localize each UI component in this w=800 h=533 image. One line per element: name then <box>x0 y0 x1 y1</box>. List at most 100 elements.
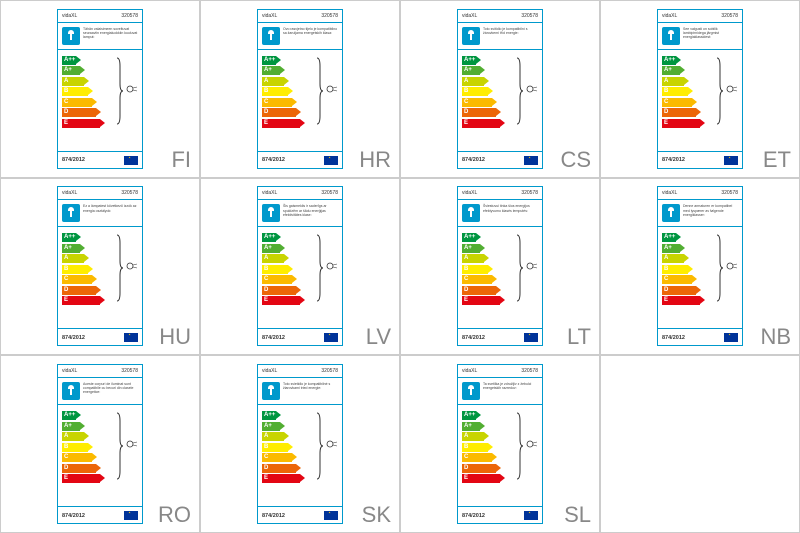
model-text: 320578 <box>521 368 538 374</box>
energy-bar-label: B <box>464 443 468 452</box>
energy-bar-C: C <box>462 275 492 284</box>
lamp-icon <box>262 204 280 222</box>
label-header: vidaXL 320578 <box>258 365 342 375</box>
divider <box>258 506 342 507</box>
divider <box>458 22 542 23</box>
divider <box>58 22 142 23</box>
energy-bar-label: A <box>264 432 268 441</box>
energy-bar-B: B <box>262 265 288 274</box>
label-header: vidaXL 320578 <box>58 187 142 197</box>
label-header: vidaXL 320578 <box>458 187 542 197</box>
cell-HU: vidaXL 320578 Ez a lámpatest következő i… <box>0 178 200 356</box>
eu-flag-icon <box>524 333 538 342</box>
energy-bar-B: B <box>62 265 88 274</box>
model-text: 320578 <box>521 13 538 19</box>
energy-bar-label: C <box>464 98 468 107</box>
energy-bar-label: A <box>64 254 68 263</box>
divider <box>58 328 142 329</box>
lang-code: FI <box>171 147 191 173</box>
brand-text: vidaXL <box>62 13 77 19</box>
energy-bar-C: C <box>662 98 692 107</box>
energy-bar-label: B <box>64 265 68 274</box>
energy-bar-label: B <box>264 265 268 274</box>
energy-bar-label: D <box>664 108 668 117</box>
divider <box>258 404 342 405</box>
description-text: Ovo rasvjetno tijelo je kompatibilno sa … <box>283 27 338 45</box>
energy-bar-label: E <box>464 296 468 305</box>
energy-bar-label: D <box>64 464 68 473</box>
label-footer: 874/2012 <box>58 154 142 168</box>
energy-bar-label: A+ <box>464 66 472 75</box>
bulb-icon <box>326 84 338 94</box>
energy-bar-label: A++ <box>64 56 75 65</box>
brace-icon <box>716 233 724 303</box>
energy-bar-A+: A+ <box>262 422 280 431</box>
description-text: Toto svietidlo je kompatibilné s žiarovk… <box>283 382 338 400</box>
energy-bar-label: C <box>64 453 68 462</box>
energy-bar-label: D <box>464 464 468 473</box>
energy-bar-A: A <box>262 254 284 263</box>
divider <box>58 377 142 378</box>
brand-text: vidaXL <box>262 368 277 374</box>
label-footer: 874/2012 <box>258 509 342 523</box>
divider <box>658 151 742 152</box>
energy-bar-A: A <box>462 77 484 86</box>
divider <box>458 506 542 507</box>
energy-bar-A: A <box>662 77 684 86</box>
energy-bar-label: A <box>464 77 468 86</box>
brand-text: vidaXL <box>62 368 77 374</box>
energy-bars: A++ A+ A B C D E <box>262 56 300 130</box>
description-text: Aceste corpuri de iluminat sunt compatib… <box>83 382 138 400</box>
model-text: 320578 <box>321 190 338 196</box>
brace-icon <box>116 233 124 303</box>
energy-bar-label: B <box>64 87 68 96</box>
eu-flag-icon <box>724 333 738 342</box>
brace-icon <box>516 411 524 481</box>
bulb-icon <box>526 84 538 94</box>
energy-label: vidaXL 320578 Ta svetilka je združljiv z… <box>457 364 543 524</box>
label-info: Denne armaturen er kompatibel med lyspær… <box>658 202 742 224</box>
energy-bar-A++: A++ <box>462 56 476 65</box>
eu-flag-icon <box>124 511 138 520</box>
description-text: Šviestuvui tinka šios energijos efektyvu… <box>483 204 538 222</box>
energy-bar-label: A <box>264 77 268 86</box>
energy-bar-D: D <box>462 464 496 473</box>
lamp-icon <box>662 204 680 222</box>
energy-bar-D: D <box>262 286 296 295</box>
energy-bar-label: C <box>64 98 68 107</box>
energy-bar-A+: A+ <box>662 66 680 75</box>
energy-bar-label: A++ <box>64 411 75 420</box>
label-info: Ta svetilka je združljiv z žebulci energ… <box>458 380 542 402</box>
label-header: vidaXL 320578 <box>58 10 142 20</box>
energy-bars: A++ A+ A B C D E <box>262 411 300 485</box>
label-header: vidaXL 320578 <box>458 365 542 375</box>
lang-code: HU <box>159 324 191 350</box>
energy-bar-label: A <box>64 432 68 441</box>
chart-area: A++ A+ A B C D E <box>58 407 142 504</box>
energy-bar-label: A++ <box>664 233 675 242</box>
lang-code: SL <box>564 502 591 528</box>
label-info: Ez a lámpatest következő izzók az energi… <box>58 202 142 224</box>
energy-bar-A+: A+ <box>462 422 480 431</box>
energy-bar-A+: A+ <box>662 244 680 253</box>
model-text: 320578 <box>121 13 138 19</box>
model-text: 320578 <box>121 368 138 374</box>
divider <box>658 226 742 227</box>
energy-bars: A++ A+ A B C D E <box>662 56 700 130</box>
brace-icon <box>516 233 524 303</box>
divider <box>58 404 142 405</box>
description-text: Ez a lámpatest következő izzók az energi… <box>83 204 138 222</box>
energy-bar-E: E <box>62 119 100 128</box>
energy-bars: A++ A+ A B C D E <box>62 233 100 307</box>
energy-bars: A++ A+ A B C D E <box>262 233 300 307</box>
divider <box>258 328 342 329</box>
energy-bars: A++ A+ A B C D E <box>462 233 500 307</box>
lang-code: ET <box>763 147 791 173</box>
divider <box>658 49 742 50</box>
label-footer: 874/2012 <box>458 331 542 345</box>
label-footer: 874/2012 <box>58 509 142 523</box>
energy-bar-A++: A++ <box>262 411 276 420</box>
energy-bar-A++: A++ <box>62 56 76 65</box>
energy-bar-label: A+ <box>464 244 472 253</box>
energy-bar-B: B <box>462 443 488 452</box>
